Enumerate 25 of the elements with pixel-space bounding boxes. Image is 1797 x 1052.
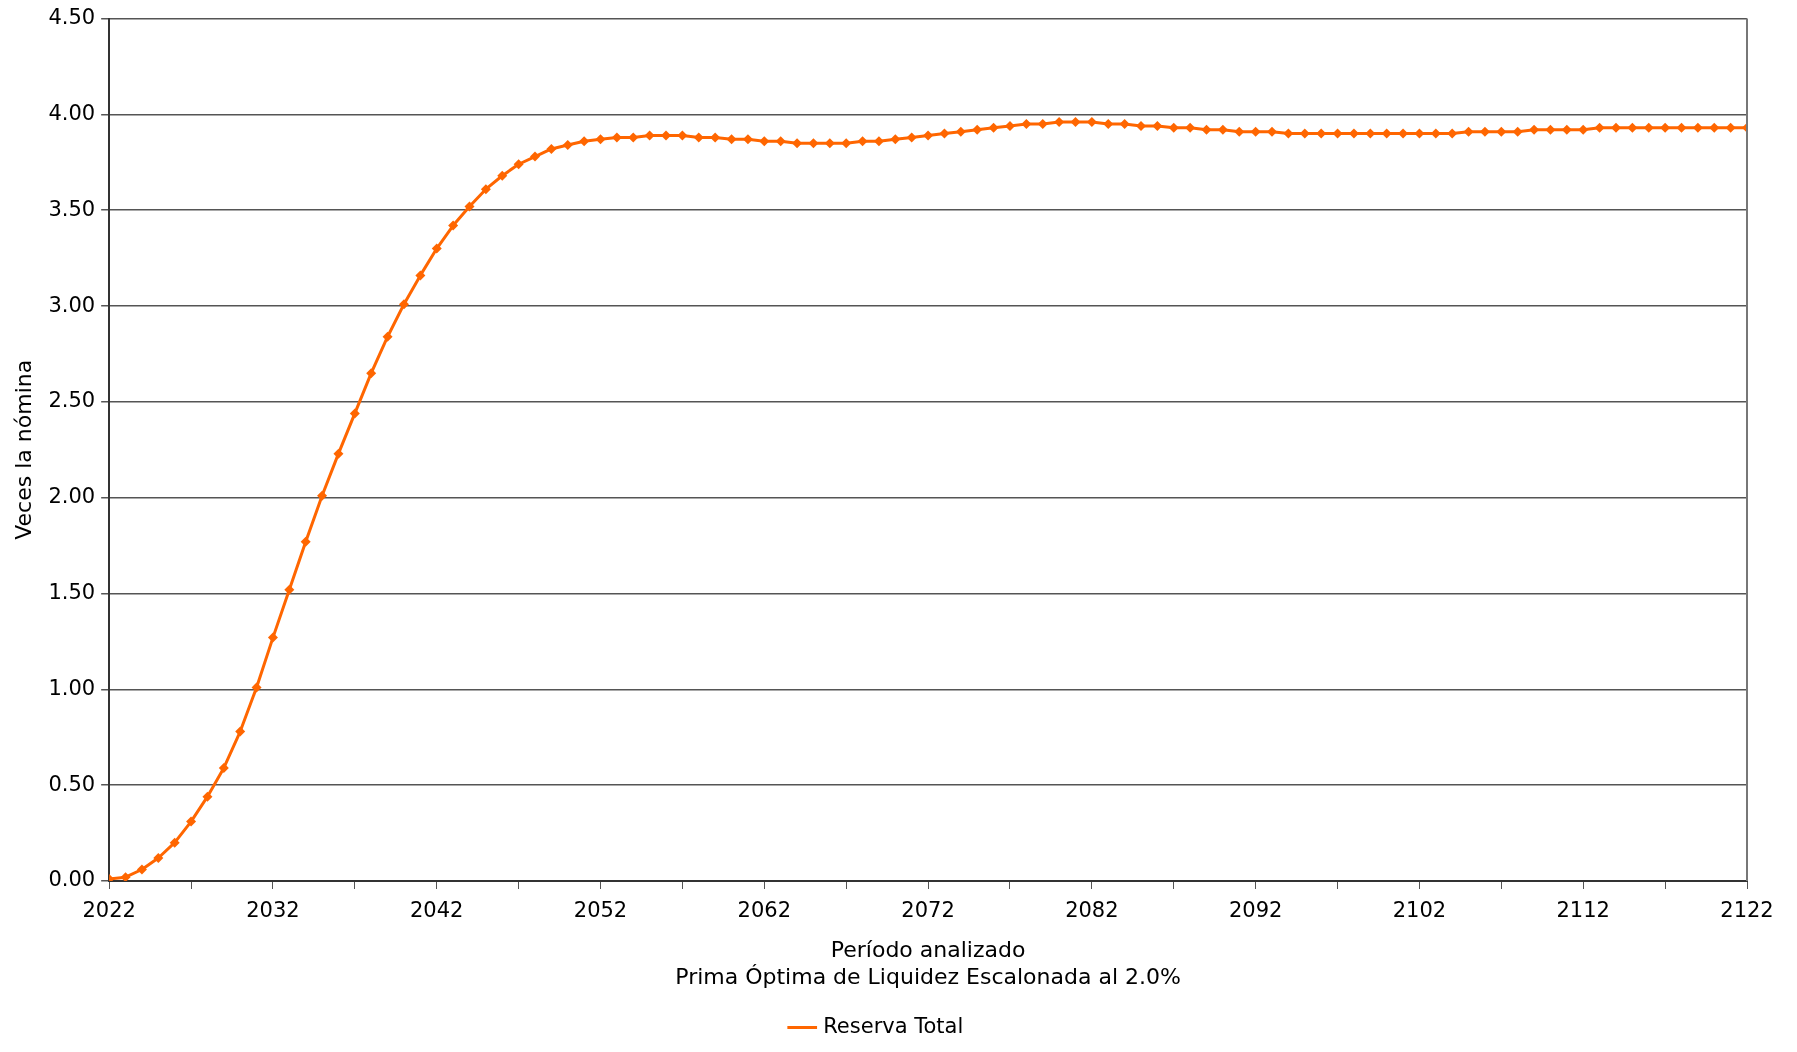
x-tick-label: 2052	[573, 898, 628, 923]
y-tick-label: 4.50	[48, 5, 96, 30]
x-tick-label: 2112	[1556, 898, 1610, 923]
legend-label: Reserva Total	[823, 1013, 964, 1038]
text: Prima Óptima de Liquidez Escalonada al 2.0%	[675, 963, 1181, 989]
x-tick-label: 2092	[1228, 898, 1283, 923]
x-tick-label: 2122	[1720, 898, 1774, 923]
x-tick-label: 2032	[246, 898, 300, 923]
y-tick-label: 4.00	[48, 100, 96, 125]
y-axis-title: Veces la nómina	[10, 359, 36, 540]
y-tick-label: 0.00	[48, 867, 96, 892]
x-tick-label: 2022	[82, 898, 136, 923]
x-axis-title: Período analizado	[830, 937, 1026, 963]
y-tick-label: 3.50	[48, 196, 96, 221]
x-tick-label: 2062	[737, 898, 792, 923]
x-tick-label: 2082	[1065, 898, 1119, 923]
y-tick-label: 0.50	[48, 771, 96, 796]
x-tick-label: 2102	[1392, 898, 1447, 923]
x-tick-label: 2072	[901, 898, 955, 923]
y-tick-label: 1.50	[48, 579, 96, 604]
y-tick-label: 2.00	[48, 484, 96, 509]
y-tick-label: 1.00	[48, 675, 96, 700]
x-tick-label: 2042	[410, 898, 464, 923]
y-tick-label: 2.50	[48, 388, 96, 413]
y-tick-label: 3.00	[48, 292, 96, 317]
